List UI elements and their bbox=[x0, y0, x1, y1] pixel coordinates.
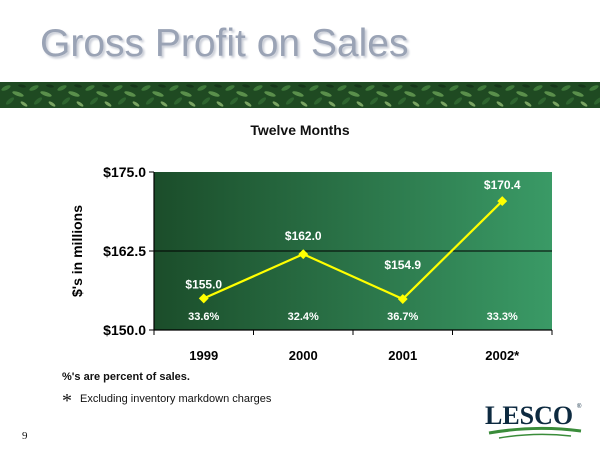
chart-title: Twelve Months bbox=[250, 122, 350, 138]
footnote-marker: * bbox=[62, 390, 72, 412]
y-axis-label: $'s in millions bbox=[69, 205, 85, 297]
y-tick-label: $150.0 bbox=[103, 322, 146, 338]
percent-label: 33.6% bbox=[188, 311, 219, 323]
data-point bbox=[497, 196, 508, 207]
data-point bbox=[397, 294, 408, 304]
x-tick-label: 1999 bbox=[189, 348, 218, 363]
percent-note: %'s are percent of sales. bbox=[62, 371, 190, 383]
data-point bbox=[298, 249, 309, 260]
data-point bbox=[198, 293, 209, 304]
data-label: $162.0 bbox=[285, 229, 322, 243]
percent-label: 33.3% bbox=[487, 311, 518, 323]
data-label: $155.0 bbox=[185, 277, 222, 291]
slide-title: Gross Profit on Sales bbox=[40, 22, 409, 65]
series-line bbox=[203, 200, 504, 301]
lesco-logo: LESCO ® bbox=[485, 401, 582, 439]
logo-text: LESCO bbox=[485, 401, 573, 430]
percent-label: 32.4% bbox=[288, 311, 319, 323]
percent-label: 36.7% bbox=[387, 311, 418, 323]
x-tick-label: 2002* bbox=[485, 348, 520, 363]
data-label: $170.4 bbox=[484, 178, 521, 192]
footnote: * Excluding inventory markdown charges bbox=[62, 390, 271, 413]
x-tick-label: 2000 bbox=[289, 348, 318, 363]
data-label: $154.9 bbox=[384, 258, 421, 272]
y-tick-label: $175.0 bbox=[103, 164, 146, 180]
logo-swoosh bbox=[488, 426, 582, 435]
x-tick-label: 2001 bbox=[388, 348, 417, 363]
page-number: 9 bbox=[22, 430, 28, 442]
foliage-banner bbox=[0, 82, 600, 108]
logo-registered-mark: ® bbox=[577, 403, 582, 410]
y-tick-label: $162.5 bbox=[103, 243, 146, 259]
footnote-text: Excluding inventory markdown charges bbox=[80, 393, 272, 405]
logo-swoosh-small bbox=[498, 433, 572, 439]
